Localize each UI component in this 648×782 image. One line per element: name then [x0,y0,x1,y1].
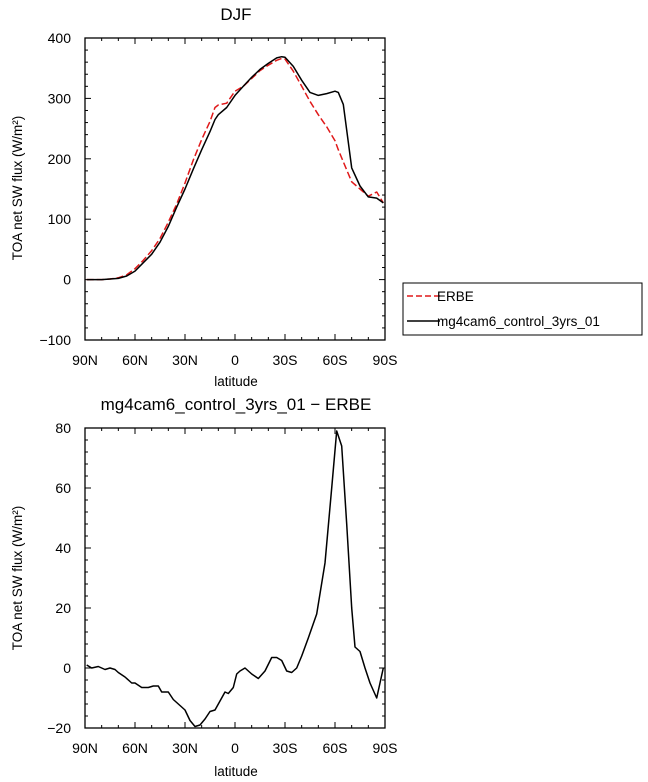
top-series-line-erbe [86,57,384,281]
top-x-tick-label: 90S [373,352,398,368]
bottom-y-tick-label: 80 [55,420,71,436]
bottom-x-tick-label: 60S [323,740,348,756]
top-x-tick-label: 30S [273,352,298,368]
bottom-chart-title: mg4cam6_control_3yrs_01 − ERBE [101,395,372,414]
top-series-lines [86,55,384,281]
top-axes: −100 0 100 200 300 400 90N 60N 30N 0 30S 60S 90S [39,30,397,368]
bottom-y-axis-label: TOA net SW flux (W/m²) [10,506,25,651]
bottom-x-tick-label: 30N [172,740,198,756]
bottom-y-tick-label: 0 [63,660,71,676]
bottom-x-tick-label: 60N [122,740,148,756]
top-y-tick-label: 400 [48,30,72,46]
top-chart-title: DJF [220,5,251,24]
bottom-panel-difference: mg4cam6_control_3yrs_01 − ERBE TOA net S… [10,395,397,779]
top-x-tick-label: 0 [231,352,239,368]
top-y-tick-label: 200 [48,151,72,167]
bottom-x-tick-label: 90N [72,740,98,756]
bottom-series-lines [86,430,385,728]
bottom-y-tick-label: 60 [55,480,71,496]
top-x-axis-label: latitude [214,374,258,389]
top-series-line-mg4cam6_control_3yrs_01 [86,55,384,281]
top-y-tick-label: 100 [48,211,72,227]
top-x-tick-label: 60N [122,352,148,368]
bottom-axes: −20 0 20 40 60 80 90N 60N 30N 0 30S 60S 90S [47,420,397,756]
top-y-tick-label: −100 [39,332,71,348]
top-y-tick-label: 300 [48,90,72,106]
bottom-y-tick-label: −20 [47,720,71,736]
bottom-x-axis-label: latitude [214,764,258,779]
bottom-series-line-difference [86,430,385,728]
legend-model-label: mg4cam6_control_3yrs_01 [437,314,600,329]
legend: ERBE mg4cam6_control_3yrs_01 [402,282,643,336]
top-y-tick-label: 0 [63,272,71,288]
top-panel-djf: DJF TOA net SW flux (W/m²) latitude −100… [10,5,397,389]
legend-erbe-label: ERBE [437,289,474,304]
bottom-x-tick-label: 90S [373,740,398,756]
top-y-axis-label: TOA net SW flux (W/m²) [10,116,25,261]
bottom-y-tick-label: 40 [55,540,71,556]
bottom-x-tick-label: 30S [273,740,298,756]
top-plot-frame [84,37,386,341]
legend-box [402,282,643,336]
bottom-y-tick-label: 20 [55,600,71,616]
top-x-tick-label: 30N [172,352,198,368]
top-x-tick-label: 90N [72,352,98,368]
bottom-x-tick-label: 0 [231,740,239,756]
top-x-tick-label: 60S [323,352,348,368]
